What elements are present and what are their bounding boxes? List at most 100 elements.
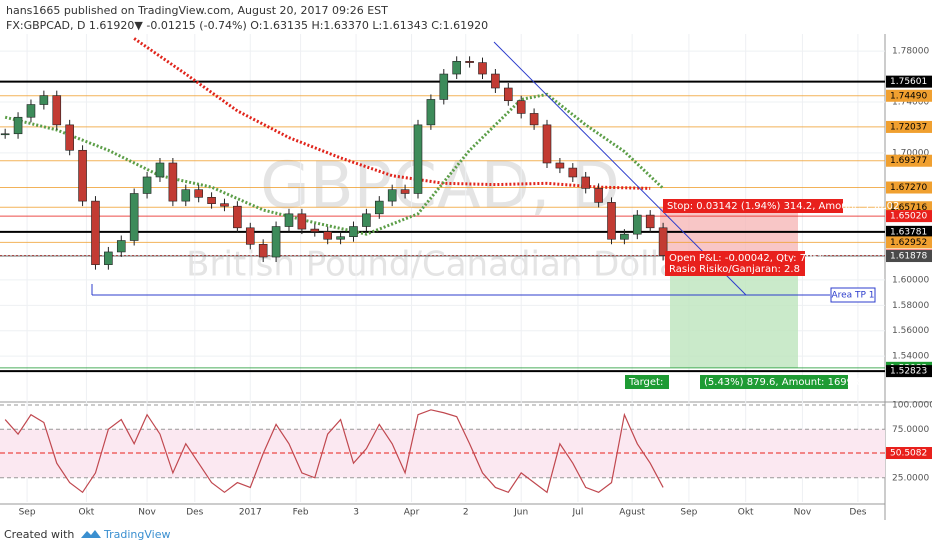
candle <box>645 214 655 229</box>
candle <box>284 213 294 227</box>
symbol-line: FX:GBPCAD, D 1.61920▼ -0.01215 (-0.74%) … <box>6 19 488 32</box>
pnl-text-box <box>665 251 805 265</box>
candle <box>465 61 474 63</box>
level-label: 1.65020 <box>890 212 927 222</box>
candle <box>65 124 74 151</box>
stop-text: Stop: 0.03142 (1.94%) 314.2, Amount: 750… <box>667 201 899 212</box>
footer: Created with <box>4 528 74 541</box>
candle <box>594 188 603 203</box>
level-label: 1.61878 <box>890 252 927 262</box>
target-text-2: (5.43%) 879.6, Amount: 1699.81 <box>704 377 869 388</box>
header: hans1665 published on TradingView.com, A… <box>6 4 388 17</box>
candle <box>581 176 590 189</box>
level-label-box <box>886 154 932 167</box>
x-tick-label: Nov <box>794 508 812 518</box>
candle <box>245 227 255 245</box>
level-label-box <box>886 75 932 88</box>
target-text-2-box <box>700 375 848 389</box>
x-tick-label: Okt <box>738 508 754 518</box>
candle <box>542 124 552 164</box>
level-label: 1.67270 <box>890 183 927 193</box>
candle <box>633 214 642 235</box>
level-label-box <box>886 89 932 102</box>
level-label: 1.63781 <box>890 227 927 237</box>
target-text: Target: <box>628 377 663 388</box>
x-tick-label: Jul <box>572 508 584 518</box>
x-tick-label: Sep <box>680 508 697 518</box>
level-label-box <box>886 120 932 133</box>
x-tick-label: Jun <box>513 508 528 518</box>
y-tick-label: 1.74000 <box>892 97 929 107</box>
candle <box>620 233 629 240</box>
moving-average <box>4 92 665 236</box>
candle <box>439 73 449 100</box>
candle <box>400 189 410 194</box>
candle <box>116 240 126 253</box>
level-label: 1.72037 <box>890 122 927 132</box>
candle <box>426 99 436 126</box>
candle <box>529 113 539 126</box>
candle <box>142 176 152 194</box>
candle <box>491 73 500 89</box>
candle <box>516 100 526 114</box>
x-tick-label: Okt <box>79 508 95 518</box>
candle <box>168 162 178 202</box>
brand-logo <box>81 530 101 538</box>
candle <box>323 231 332 240</box>
moving-average <box>133 37 651 190</box>
oscillator-label-box <box>886 447 932 460</box>
candle <box>478 62 487 75</box>
x-tick-label: 2 <box>463 508 469 518</box>
candle <box>91 200 100 265</box>
oscillator-label: 50.5082 <box>890 449 927 459</box>
oscillator-tick-label: 75.0000 <box>892 425 929 435</box>
ratio-text: Rasio Risiko/Ganjaran: 2.8 <box>669 264 800 275</box>
x-tick-label: Nov <box>138 508 156 518</box>
candle <box>297 213 307 230</box>
candle <box>568 167 578 178</box>
level-label: 1.62952 <box>890 238 927 248</box>
stop-text-box <box>663 199 843 213</box>
watermark-sub: British Pound/Canadian Dollar <box>186 245 694 285</box>
candle <box>336 236 345 240</box>
oscillator-tick-label: 25.0000 <box>892 473 929 483</box>
candle <box>13 116 23 135</box>
candle <box>271 226 281 258</box>
candle <box>220 203 229 207</box>
candle <box>362 213 371 227</box>
candle <box>413 124 423 194</box>
x-tick-label: 3 <box>353 508 359 518</box>
target-text-box <box>625 375 669 389</box>
footer-brand: TradingView <box>103 528 170 541</box>
y-tick-label: 1.58000 <box>892 301 929 311</box>
x-tick-label: Apr <box>404 508 420 518</box>
candle <box>181 189 191 202</box>
level-label-box <box>886 236 932 249</box>
candle <box>39 95 49 105</box>
x-tick-label: 2017 <box>239 508 262 518</box>
area-label: Area TP 1 <box>831 291 874 301</box>
oscillator-tick-label: 100.0000 <box>892 401 932 411</box>
candle <box>78 149 87 202</box>
x-tick-label: Des <box>186 508 203 518</box>
y-tick-label: 1.70000 <box>892 148 929 158</box>
candle <box>658 227 668 256</box>
candle <box>233 205 242 229</box>
y-tick-label: 1.54000 <box>892 352 929 362</box>
level-label: 1.52823 <box>890 367 927 377</box>
level-label: 1.75601 <box>890 77 927 87</box>
y-tick-label: 1.56000 <box>892 326 929 336</box>
candle <box>258 244 268 258</box>
x-tick-label: Des <box>849 508 866 518</box>
candle <box>207 197 216 204</box>
candle <box>555 162 565 169</box>
candle <box>349 226 358 237</box>
level-label-box <box>886 210 932 223</box>
level-label-box <box>886 181 932 194</box>
candle <box>607 202 616 240</box>
candle <box>452 61 461 75</box>
level-label: 1.74490 <box>890 91 927 101</box>
level-label: 1.69377 <box>890 156 927 166</box>
level-label-box <box>886 365 932 378</box>
candle <box>387 189 397 202</box>
